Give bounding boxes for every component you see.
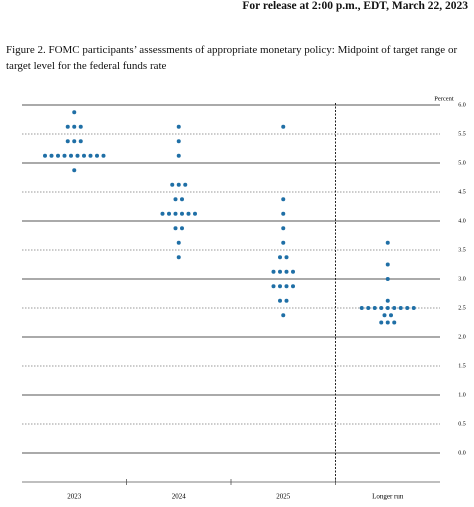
y-tick-label: 3.0 — [458, 276, 466, 282]
dot — [101, 153, 106, 158]
dot — [193, 211, 197, 216]
dot — [180, 197, 184, 202]
y-tick-label: 5.5 — [458, 131, 466, 137]
dot — [271, 269, 276, 274]
dot — [176, 124, 181, 129]
dot — [78, 124, 83, 129]
x-tick-label: 2025 — [276, 493, 291, 501]
y-tick-label: 4.5 — [458, 189, 466, 195]
dot — [385, 298, 390, 303]
dot — [176, 153, 181, 158]
dot — [405, 306, 410, 310]
dot — [385, 306, 390, 310]
dot — [366, 306, 371, 310]
dot — [88, 153, 93, 158]
dot — [385, 320, 390, 325]
dot — [170, 182, 175, 187]
dot — [75, 153, 80, 158]
chart-title: Figure 2. FOMC participants’ assessments… — [6, 44, 458, 72]
dot — [72, 139, 77, 144]
y-tick-label: 6.0 — [458, 102, 466, 108]
dot — [385, 277, 390, 281]
dot — [278, 284, 282, 289]
dot — [382, 313, 387, 318]
dot — [78, 139, 83, 144]
dot — [284, 298, 289, 303]
dot — [379, 320, 384, 325]
dot — [176, 182, 181, 187]
dot — [173, 211, 178, 216]
x-tick-label: Longer run — [372, 493, 404, 501]
y-tick-label: 4.0 — [458, 218, 466, 224]
dot — [56, 153, 60, 158]
release-note: For release at 2:00 p.m., EDT, March 22,… — [242, 0, 468, 12]
dot — [72, 110, 77, 115]
dot — [284, 269, 289, 274]
y-tick-label: 2.0 — [458, 334, 466, 340]
x-tick-label: 2023 — [67, 493, 82, 501]
dot — [72, 168, 77, 173]
dot — [411, 306, 416, 310]
dot — [176, 139, 181, 144]
dot — [385, 262, 390, 267]
dot — [49, 153, 54, 158]
dot — [186, 211, 191, 216]
dot — [95, 153, 99, 158]
dot — [278, 255, 282, 260]
x-tick-label: 2024 — [172, 493, 187, 501]
dot — [65, 139, 70, 144]
dot — [180, 211, 184, 216]
dot — [291, 269, 295, 274]
dot — [176, 240, 181, 245]
y-tick-label: 0.0 — [458, 450, 466, 456]
dot — [291, 284, 295, 289]
dot — [392, 306, 397, 310]
dot — [372, 306, 377, 310]
dot — [176, 255, 181, 260]
dot — [398, 306, 403, 310]
dot — [160, 211, 165, 216]
dot — [392, 320, 397, 325]
dot — [281, 211, 286, 216]
dot — [173, 197, 178, 202]
dot — [271, 284, 276, 289]
dot — [69, 153, 73, 158]
dot — [284, 255, 289, 260]
dot — [281, 313, 286, 318]
y-axis-label: Percent — [434, 95, 454, 102]
dot — [278, 269, 282, 274]
dot — [65, 124, 70, 129]
dot — [284, 284, 289, 289]
y-tick-label: 5.0 — [458, 160, 466, 166]
dot — [281, 124, 286, 129]
dot — [183, 182, 188, 187]
y-tick-label: 3.5 — [458, 247, 466, 253]
dot — [167, 211, 171, 216]
dot — [180, 226, 184, 231]
y-tick-label: 1.5 — [458, 363, 466, 369]
dot — [385, 240, 390, 245]
dot — [281, 226, 286, 231]
y-tick-label: 0.5 — [458, 421, 466, 427]
dot — [278, 298, 282, 303]
dot — [43, 153, 47, 158]
dot — [72, 124, 77, 129]
y-tick-label: 1.0 — [458, 392, 466, 398]
dot — [379, 306, 384, 310]
dot — [281, 197, 286, 202]
dot — [173, 226, 178, 231]
dot — [389, 313, 393, 318]
dot — [62, 153, 67, 158]
y-tick-label: 2.5 — [458, 305, 466, 311]
dot — [82, 153, 86, 158]
dot — [281, 240, 286, 245]
dot — [359, 306, 364, 310]
